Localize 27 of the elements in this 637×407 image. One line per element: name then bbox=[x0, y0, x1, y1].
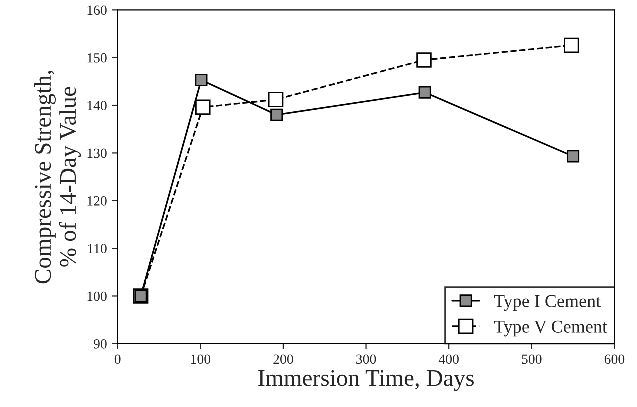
y-tick-label: 150 bbox=[88, 53, 107, 63]
x-tick-label: 100 bbox=[191, 354, 211, 364]
y-tick-label: 140 bbox=[88, 101, 107, 110]
legend-label: Type V Cement bbox=[494, 320, 608, 337]
x-tick-label: 600 bbox=[604, 354, 625, 364]
legend-label: Type I Cement bbox=[494, 295, 601, 312]
y-tick-label: 160 bbox=[88, 6, 107, 16]
y-tick-label: 90 bbox=[94, 340, 107, 349]
y-tick-label: 110 bbox=[88, 244, 107, 254]
point bbox=[270, 108, 284, 122]
x-tick-label: 500 bbox=[522, 354, 542, 364]
y-tick-label: 130 bbox=[88, 148, 107, 158]
y-tick-label: 120 bbox=[88, 196, 107, 206]
x-tick-label: 0 bbox=[114, 354, 121, 364]
point bbox=[564, 38, 580, 54]
x-tick-label: 300 bbox=[356, 354, 376, 364]
point bbox=[268, 92, 284, 108]
x-axis-title: Immersion Time, Days bbox=[258, 370, 474, 392]
x-tick-label: 200 bbox=[274, 354, 294, 364]
point bbox=[195, 74, 208, 87]
point bbox=[196, 100, 211, 116]
point bbox=[418, 86, 432, 99]
y-tick-label: 100 bbox=[88, 292, 107, 302]
point bbox=[416, 52, 432, 68]
point bbox=[567, 150, 580, 163]
x-tick-label: 400 bbox=[438, 354, 459, 364]
y-axis-title: Compressive Strength, % of 14-Day Value bbox=[34, 70, 82, 284]
